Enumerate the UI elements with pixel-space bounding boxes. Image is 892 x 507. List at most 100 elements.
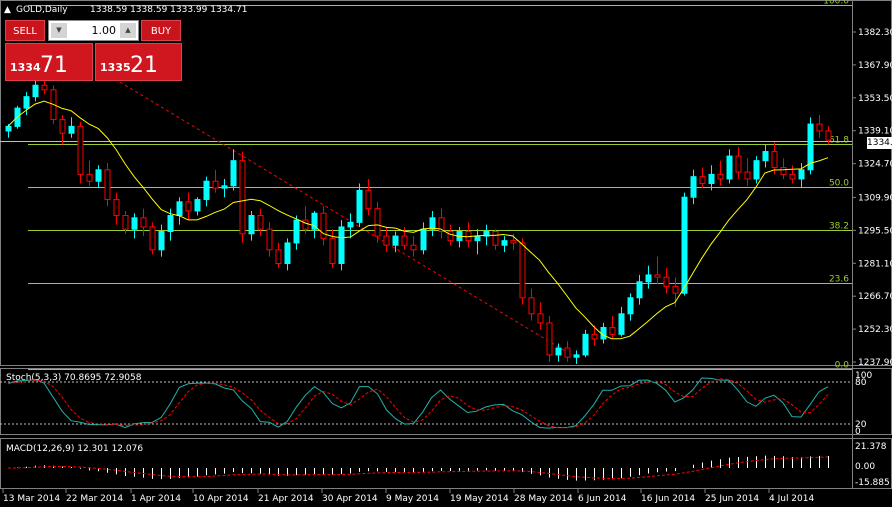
candle-body xyxy=(555,347,562,356)
candle xyxy=(257,208,264,237)
candle xyxy=(528,288,535,321)
candles xyxy=(5,73,832,365)
candle xyxy=(86,160,93,186)
chevron-down-icon[interactable]: ▼ xyxy=(51,23,67,38)
candle xyxy=(320,206,327,246)
fib-level-label: 23.6 xyxy=(829,275,849,285)
candle xyxy=(311,210,318,239)
candle xyxy=(176,197,183,225)
candle-body xyxy=(356,189,363,223)
candle-body xyxy=(726,155,733,180)
current-price-label: 1334.71 xyxy=(867,137,892,149)
candle-body xyxy=(708,173,715,185)
fibonacci-retracement[interactable]: 100.0 61.8 50.0 38.2 23.6 0.0 xyxy=(0,0,852,371)
sell-button[interactable]: SELL xyxy=(5,20,45,41)
macd-signal-line xyxy=(7,456,829,480)
candle xyxy=(365,178,372,216)
candle-body xyxy=(591,333,598,340)
candle-body xyxy=(410,244,417,251)
candle xyxy=(338,220,345,271)
candle-body xyxy=(717,173,724,180)
macd-tick: -15.885 xyxy=(855,478,890,488)
candle xyxy=(708,165,715,191)
price-tick-label: 1309.90 xyxy=(858,193,892,203)
stoch-main-line xyxy=(7,377,829,429)
candle xyxy=(284,238,291,271)
candle xyxy=(401,226,408,250)
candle xyxy=(555,343,562,362)
candle-body xyxy=(374,208,381,237)
fib-level-label: 38.2 xyxy=(829,222,849,232)
time-tick-label: 1 Apr 2014 xyxy=(131,494,181,504)
candle xyxy=(654,256,661,285)
time-tick-label: 22 Mar 2014 xyxy=(66,494,123,504)
time-tick-label: 10 Apr 2014 xyxy=(193,494,249,504)
price-tick-label: 1324.70 xyxy=(858,160,892,170)
candle xyxy=(735,146,742,179)
candle-body xyxy=(275,249,282,265)
candle xyxy=(645,265,652,289)
candle-body xyxy=(519,242,526,299)
candle-body xyxy=(221,185,228,189)
candle xyxy=(230,149,237,191)
candle xyxy=(672,277,679,307)
candle xyxy=(573,350,580,365)
candle-body xyxy=(690,176,697,198)
candle xyxy=(618,306,625,337)
time-tick-label: 28 May 2014 xyxy=(514,494,573,504)
candle xyxy=(627,293,634,321)
time-tick-label: 25 Jun 2014 xyxy=(705,494,759,504)
candle-body xyxy=(663,276,670,287)
price-tick-label: 1339.10 xyxy=(858,127,892,137)
ask-price-button[interactable]: 1335 21 xyxy=(95,43,182,81)
macd-histogram xyxy=(17,455,829,481)
candle-body xyxy=(347,221,354,228)
candle-body xyxy=(618,313,625,335)
macd-tick: 21.378 xyxy=(855,442,887,452)
candle xyxy=(104,162,111,207)
buy-button[interactable]: BUY xyxy=(141,20,181,41)
candle-body xyxy=(483,231,490,237)
candle xyxy=(753,156,760,184)
candle xyxy=(690,169,697,205)
price-tick-label: 1367.90 xyxy=(858,61,892,71)
trendline[interactable] xyxy=(119,81,571,355)
chevron-up-icon[interactable]: ▲ xyxy=(120,23,136,38)
price-tick-label: 1382.30 xyxy=(858,28,892,38)
candle-body xyxy=(140,217,147,228)
candle xyxy=(194,197,201,216)
candle xyxy=(681,192,688,296)
moving-average-line xyxy=(7,100,829,340)
symbol-arrow-icon[interactable]: ▲ xyxy=(4,5,11,15)
candle-body xyxy=(510,240,517,244)
candle-body xyxy=(645,274,652,283)
candle xyxy=(77,121,84,184)
candle xyxy=(429,210,436,237)
candle-body xyxy=(681,196,688,294)
candle-body xyxy=(311,212,318,230)
stoch-tick: 0 xyxy=(855,427,861,437)
candle-body xyxy=(329,237,336,265)
candle-body xyxy=(771,151,778,169)
candle-body xyxy=(573,354,580,358)
candle xyxy=(212,169,219,193)
bid-price-button[interactable]: 1334 71 xyxy=(5,43,93,81)
candle-body xyxy=(420,228,427,251)
candle-body xyxy=(798,169,805,180)
candle xyxy=(609,316,616,339)
candle-body xyxy=(780,167,787,175)
bid-price-minor: 71 xyxy=(40,53,68,78)
stoch-tick: 80 xyxy=(855,378,867,388)
candle-body xyxy=(59,119,66,134)
candle xyxy=(68,117,75,138)
candle xyxy=(374,201,381,243)
candle-body xyxy=(392,235,399,246)
candle-body xyxy=(699,176,706,185)
candle xyxy=(699,167,706,189)
candle-body xyxy=(5,125,12,132)
lot-size-input[interactable] xyxy=(69,21,118,40)
fib-level-label: 100.0 xyxy=(823,0,849,7)
candle xyxy=(392,231,399,253)
lot-size-stepper[interactable]: ▼ ▲ xyxy=(48,20,139,41)
